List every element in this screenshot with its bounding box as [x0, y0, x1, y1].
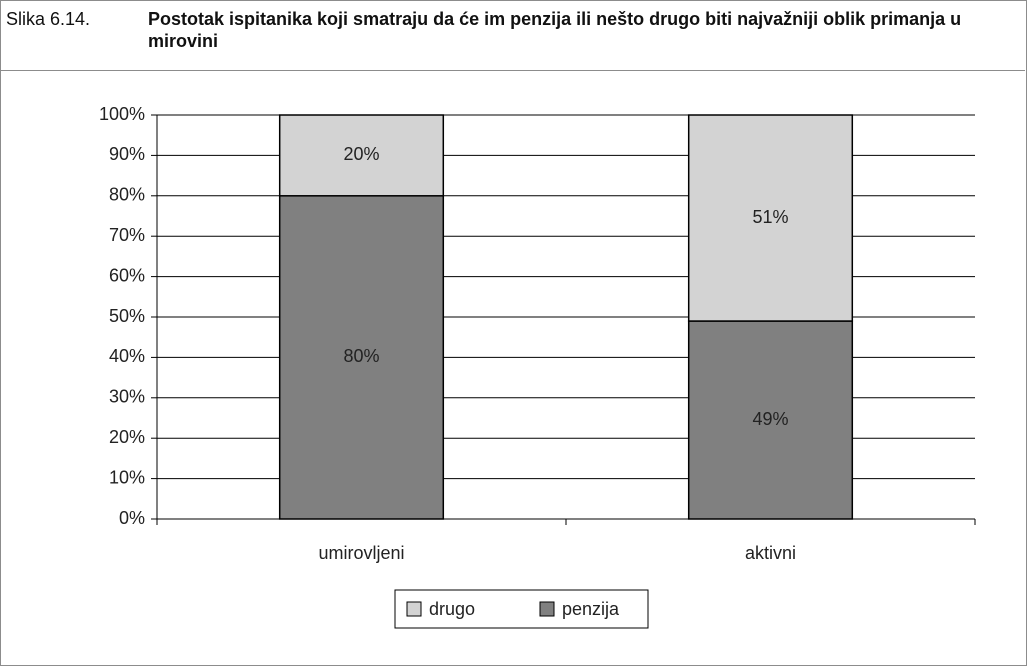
bar-segment: [687, 320, 854, 520]
y-tick-label: 70%: [109, 225, 145, 245]
legend-box: [394, 589, 649, 629]
y-tick-label: 60%: [109, 265, 145, 285]
legend-swatch: [539, 601, 555, 617]
figure-label: Slika 6.14.: [6, 9, 91, 29]
y-tick-label: 0%: [119, 508, 145, 528]
legend-swatch: [406, 601, 422, 617]
y-tick-label: 30%: [109, 387, 145, 407]
data-label: 51%: [752, 207, 788, 227]
chart-title: Postotak ispitanika koji smatraju da će …: [148, 9, 962, 51]
y-tick-label: 40%: [109, 346, 145, 366]
bar-segment: [687, 114, 854, 322]
title-bar: Slika 6.14. Postotak ispitanika koji sma…: [0, 0, 1025, 71]
x-tick-label: umirovljeni: [318, 543, 404, 563]
title-block: Slika 6.14. Postotak ispitanika koji sma…: [6, 8, 1006, 52]
y-tick-label: 80%: [109, 185, 145, 205]
bar-segment: [278, 195, 445, 520]
y-tick-label: 10%: [109, 467, 145, 487]
y-tick-label: 90%: [109, 144, 145, 164]
data-label: 80%: [343, 346, 379, 366]
x-tick-label: aktivni: [745, 543, 796, 563]
y-tick-label: 50%: [109, 306, 145, 326]
legend-label: penzija: [562, 599, 620, 619]
legend-label: drugo: [429, 599, 475, 619]
y-tick-label: 100%: [99, 104, 145, 124]
y-tick-label: 20%: [109, 427, 145, 447]
bar-segment: [278, 114, 445, 197]
data-label: 49%: [752, 409, 788, 429]
data-label: 20%: [343, 144, 379, 164]
